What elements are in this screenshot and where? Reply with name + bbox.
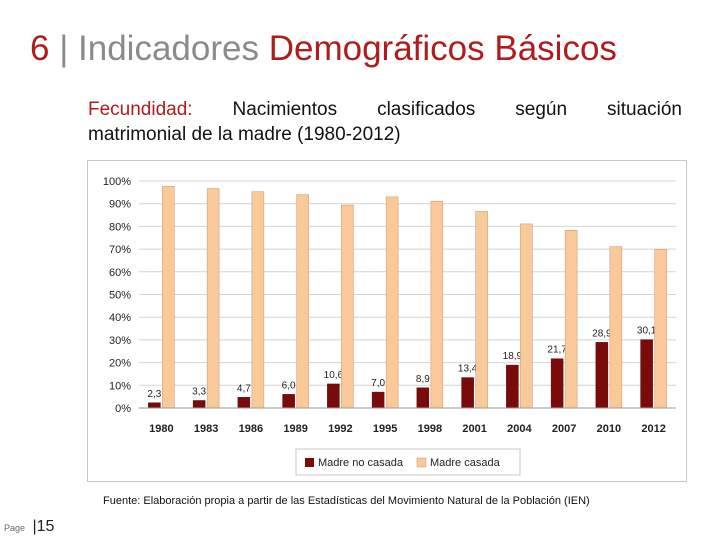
bar-madre-no-casada: [595, 342, 609, 409]
bar-madre-casada: [206, 188, 220, 409]
bar-madre-casada: [430, 200, 444, 409]
chart-subtitle: Fecundidad: Nacimientos clasificados seg…: [88, 98, 682, 147]
y-tick-label: 20%: [109, 358, 131, 370]
slide-title: 6 | Indicadores Demográficos Básicos: [30, 29, 617, 69]
page-number: 15: [36, 518, 55, 535]
page-label: Page: [4, 523, 26, 533]
y-tick-label: 60%: [109, 267, 131, 279]
bar-madre-no-casada: [192, 400, 206, 409]
x-tick-label: 1983: [194, 423, 218, 435]
bar-madre-no-casada: [148, 402, 161, 409]
page-divider: |: [32, 518, 37, 535]
x-tick-label: 1998: [418, 423, 442, 435]
bar-madre-casada: [251, 191, 265, 409]
y-tick-label: 90%: [109, 199, 131, 211]
legend-swatch-madre-casada: [416, 457, 427, 468]
x-tick-label: 1989: [283, 423, 307, 435]
subtitle-word: según: [515, 99, 568, 120]
x-tick-label: 1995: [373, 423, 397, 435]
data-label: 21,7: [547, 345, 567, 356]
legend-label-madre-casada: Madre casada: [430, 457, 501, 469]
subtitle-line-2: matrimonial de la madre (1980-2012): [88, 123, 401, 145]
bar-madre-no-casada: [461, 377, 474, 409]
x-tick-label: 1980: [149, 423, 173, 435]
page-footer: Page |15: [4, 518, 54, 536]
x-tick-label: 2007: [552, 423, 576, 435]
bar-madre-no-casada: [237, 397, 251, 409]
title-strong: Demográficos Básicos: [268, 29, 617, 68]
y-tick-label: 70%: [109, 244, 131, 256]
x-tick-label: 1986: [239, 423, 263, 435]
data-label: 10,6: [324, 370, 344, 381]
bar-madre-casada: [296, 194, 309, 409]
title-light: Indicadores: [78, 29, 259, 68]
bar-madre-no-casada: [416, 387, 430, 409]
data-label: 4,7: [237, 383, 251, 394]
data-label: 7,0: [371, 378, 385, 389]
x-tick-label: 2010: [597, 423, 621, 435]
bar-madre-casada: [520, 223, 533, 409]
bar-madre-no-casada: [327, 383, 340, 409]
y-tick-label: 100%: [103, 176, 131, 188]
title-number: 6: [30, 29, 50, 68]
data-label: 3,3: [192, 387, 206, 398]
bar-madre-casada: [385, 196, 399, 409]
title-separator: |: [59, 29, 69, 68]
bar-madre-no-casada: [640, 339, 653, 409]
x-tick-label: 2004: [507, 423, 532, 435]
subtitle-lead: Fecundidad:: [88, 99, 193, 120]
y-tick-label: 40%: [109, 312, 131, 324]
legend-swatch-madre-no-casada: [305, 458, 314, 467]
bar-madre-no-casada: [282, 394, 295, 409]
subtitle-line-1: Fecundidad: Nacimientos clasificados seg…: [88, 98, 682, 123]
bar-madre-casada: [609, 246, 623, 409]
data-label: 2,3: [147, 389, 161, 400]
legend-label-madre-no-casada: Madre no casada: [318, 457, 404, 469]
bar-chart: 0% 10% 20% 30% 40% 50% 60% 70% 80% 90% 100% 2,3 1980…: [103, 176, 676, 476]
y-tick-label: 0%: [115, 403, 131, 415]
bar-madre-no-casada: [550, 358, 564, 409]
chart-container: 0% 10% 20% 30% 40% 50% 60% 70% 80% 90% 100% 2,3 1980…: [87, 160, 687, 482]
y-tick-label: 10%: [109, 380, 131, 392]
source-note: Fuente: Elaboración propia a partir de l…: [103, 495, 590, 507]
bar-madre-no-casada: [506, 364, 519, 409]
bar-madre-casada: [341, 204, 354, 409]
bar-madre-casada: [564, 230, 578, 409]
x-tick-label: 1992: [328, 423, 352, 435]
legend-box: [295, 448, 521, 476]
subtitle-word: situación: [607, 99, 682, 120]
y-tick-label: 80%: [109, 221, 131, 233]
bar-madre-casada: [475, 211, 488, 409]
bar-madre-casada: [162, 185, 175, 409]
data-label: 30,1: [637, 326, 657, 337]
x-tick-label: 2012: [641, 423, 665, 435]
subtitle-word: Nacimientos: [232, 99, 338, 120]
bar-madre-casada: [654, 249, 667, 409]
y-tick-label: 50%: [109, 290, 131, 302]
bar-madre-no-casada: [371, 391, 385, 409]
data-label: 18,9: [503, 351, 523, 362]
x-tick-label: 2001: [462, 423, 486, 435]
data-label: 6,0: [282, 380, 296, 391]
subtitle-word: clasificados: [377, 99, 476, 120]
data-label: 13,4: [458, 364, 478, 375]
data-label: 28,9: [592, 328, 612, 339]
data-label: 8,9: [416, 374, 430, 385]
y-tick-label: 30%: [109, 335, 131, 347]
